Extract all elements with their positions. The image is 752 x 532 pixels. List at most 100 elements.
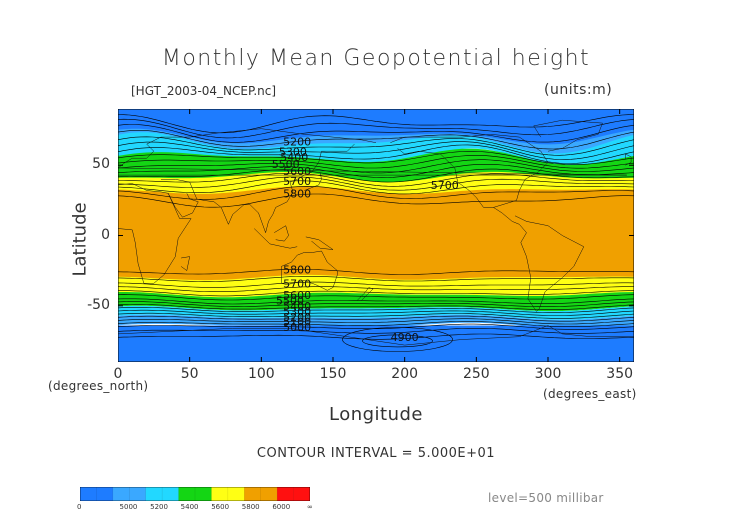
contour-line: [118, 176, 634, 191]
contour-label: 5400: [283, 300, 311, 313]
colorbar-swatch: [211, 487, 229, 501]
y-tick-label: 0: [101, 226, 110, 243]
contour-line: [118, 269, 634, 275]
contour-label: 5400: [280, 151, 308, 164]
x-tick-label: 300: [534, 366, 562, 382]
coastline: [304, 172, 322, 191]
colorbar-label: 6000: [272, 503, 291, 511]
y-axis-units-note: (degrees_north): [48, 379, 149, 393]
contour-label: 5000: [283, 321, 311, 334]
colorbar-swatch: [162, 487, 179, 501]
contour-label: 4900: [391, 331, 419, 344]
colorbar-label: 5000: [119, 503, 138, 511]
contour-label: 5800: [283, 188, 311, 201]
colorbar-swatch: [227, 487, 245, 501]
contour-line: [118, 321, 634, 327]
contour-label: 5300: [283, 306, 311, 319]
contour-line: [118, 307, 634, 313]
x-tick-label: 0: [113, 366, 123, 382]
contour-label: 5200: [283, 311, 311, 324]
contour-label: 5800: [283, 263, 311, 276]
color-band-1: [118, 128, 634, 154]
contour-line: [118, 172, 634, 187]
contour-interval-label: CONTOUR INTERVAL = 5.000E+01: [256, 446, 496, 461]
color-band-6: [118, 274, 634, 298]
contour-label: 5600: [283, 165, 311, 178]
colorbar-swatch: [244, 487, 262, 501]
contour-line: [118, 304, 634, 310]
contour-line: [118, 164, 634, 178]
colorbar-swatch: [80, 487, 97, 501]
contour-label: 5100: [283, 315, 311, 328]
contour-line: [118, 328, 634, 334]
colorbar-swatch: [293, 487, 310, 501]
contour-label: 5700: [283, 175, 311, 188]
colorbar-swatch: [145, 487, 163, 501]
contour-line: [118, 130, 634, 150]
contour-line: [118, 333, 634, 340]
contour-line: [118, 298, 634, 305]
colorbar-label: 5600: [211, 503, 230, 511]
contour-line: [118, 309, 634, 316]
units-label: (units:m): [544, 82, 613, 98]
contour-line: [118, 114, 634, 134]
contour-map: 5200530054005500560057005800570058005700…: [118, 109, 634, 362]
color-band-5: [118, 186, 634, 285]
colorbar-swatch: [96, 487, 114, 501]
coastline: [390, 134, 549, 208]
contour-label: 5200: [283, 136, 311, 149]
coastline: [305, 236, 334, 250]
contour-line: [342, 327, 453, 352]
colorbar-swatch: [112, 487, 130, 501]
contour-label: 5500: [272, 158, 300, 171]
y-tick-label: -50: [87, 296, 110, 313]
contour-line: [118, 294, 634, 301]
colorbar-swatch: [178, 487, 196, 501]
coastline: [254, 228, 298, 249]
contour-line: [118, 185, 634, 200]
contour-label: 5700: [431, 179, 459, 192]
x-tick-label: 150: [319, 366, 347, 382]
contour-line: [118, 312, 634, 319]
color-band-10: [118, 325, 634, 362]
x-axis-units-note: (degrees_east): [543, 387, 637, 401]
contour-line: [118, 118, 634, 139]
contour-line: [118, 281, 634, 288]
colorbar-swatch: [195, 487, 212, 501]
contour-line: [118, 318, 634, 325]
contour-line: [362, 334, 433, 348]
coastline: [357, 287, 374, 301]
coastline: [180, 256, 191, 272]
colorbar-swatch: [129, 487, 147, 501]
coastline: [118, 325, 634, 346]
coastline: [161, 143, 355, 234]
coastline: [493, 207, 585, 312]
y-axis-label: Latitude: [69, 202, 91, 277]
contour-label: 5300: [279, 145, 307, 158]
source-file-label: [HGT_2003-04_NCEP.nc]: [131, 84, 277, 98]
contour-line: [118, 124, 634, 143]
x-tick-label: 250: [462, 366, 490, 382]
contour-line: [118, 159, 634, 174]
colorbar-label: 5400: [180, 503, 199, 511]
colorbar-swatch: [260, 487, 278, 501]
coastline: [274, 225, 289, 242]
contour-label: 5700: [283, 278, 311, 291]
coastline: [533, 119, 603, 152]
colorbar-label: 0: [77, 503, 82, 511]
x-axis-label: Longitude: [328, 404, 424, 425]
x-tick-label: 100: [247, 366, 275, 382]
colorbar: [80, 487, 310, 501]
colorbar-label: 5800: [241, 503, 260, 511]
y-tick-label: 50: [92, 156, 110, 173]
coastline: [118, 183, 192, 284]
contour-line: [118, 144, 634, 164]
x-tick-label: 200: [391, 366, 419, 382]
color-band-2: [118, 132, 634, 170]
colorbar-label: ∞: [307, 503, 313, 511]
colorbar-swatch: [277, 487, 294, 501]
level-label: level=500 millibar: [488, 491, 604, 505]
contour-line: [118, 290, 634, 297]
contour-line: [118, 315, 634, 322]
chart-title: Monthly Mean Geopotential height: [161, 46, 591, 71]
